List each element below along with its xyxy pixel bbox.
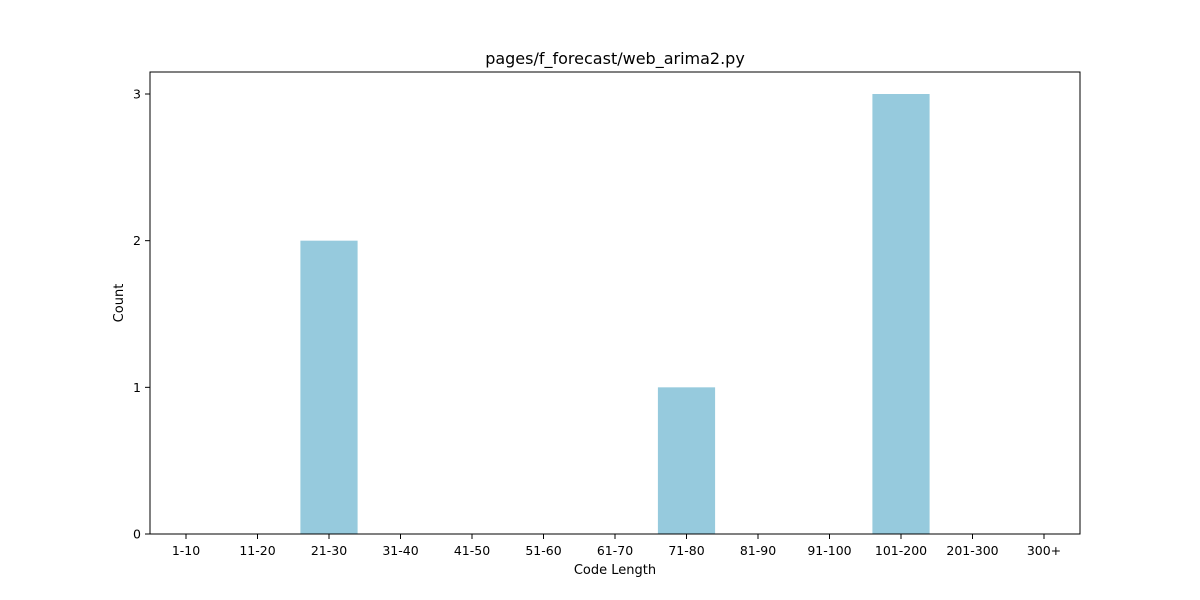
bar-71-80	[657, 387, 716, 534]
bars-group	[300, 94, 930, 534]
y-tick-label: 3	[133, 87, 141, 102]
x-axis-ticks: 1-10 11-20 21-30 31-40 41-50 51-60 61-70 71-80 8…	[172, 534, 1061, 558]
x-tick-label: 61-70	[597, 543, 633, 558]
x-tick-label: 201-300	[946, 543, 998, 558]
y-tick-label: 1	[133, 380, 141, 395]
x-tick-label: 300+	[1027, 543, 1061, 558]
bar-101-200	[872, 94, 930, 534]
x-tick-label: 11-20	[239, 543, 275, 558]
y-axis-label: Count	[112, 284, 127, 323]
x-tick-label: 21-30	[311, 543, 347, 558]
chart-title: pages/f_forecast/web_arima2.py	[485, 49, 745, 69]
y-axis-ticks: 0 1 2 3	[133, 87, 150, 542]
x-tick-label: 81-90	[740, 543, 776, 558]
x-tick-label: 1-10	[172, 543, 200, 558]
x-tick-label: 101-200	[875, 543, 927, 558]
x-tick-label: 51-60	[525, 543, 561, 558]
y-tick-label: 0	[133, 527, 141, 542]
bar-21-30	[300, 240, 358, 534]
x-tick-label: 71-80	[668, 543, 704, 558]
x-axis-label: Code Length	[574, 563, 656, 578]
y-tick-label: 2	[133, 233, 141, 248]
plot-frame	[149, 71, 1081, 535]
x-tick-label: 91-100	[807, 543, 851, 558]
x-tick-label: 31-40	[382, 543, 418, 558]
x-tick-label: 41-50	[454, 543, 490, 558]
